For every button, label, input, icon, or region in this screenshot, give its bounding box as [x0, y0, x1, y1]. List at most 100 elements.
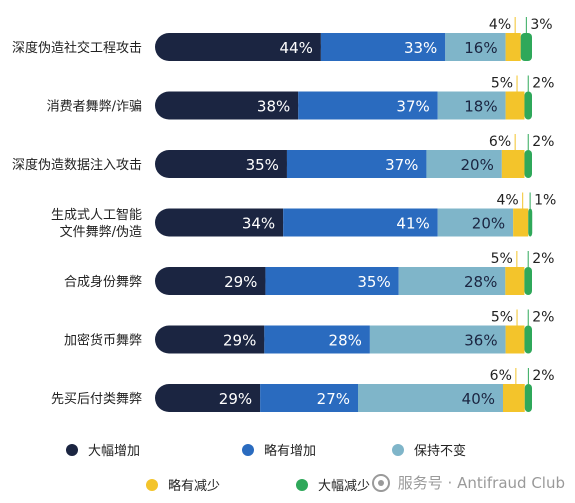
- bar-sig-decrease: [524, 91, 532, 120]
- bar-slight-increase: [283, 208, 438, 237]
- value-label-unchanged: 36%: [464, 332, 497, 350]
- legend-swatch: [146, 478, 158, 491]
- value-label-unchanged: 18%: [464, 98, 497, 116]
- bar-unchanged: [369, 325, 506, 354]
- value-label-unchanged: 20%: [472, 215, 505, 233]
- value-label-slight-increase: 27%: [317, 390, 350, 408]
- bar-sig-increase-fill: [169, 150, 287, 178]
- bar-sig-decrease: [524, 150, 532, 178]
- bar-slight-increase: [286, 150, 427, 178]
- bar-row: 29% 28% 36% 5% 2%: [155, 309, 554, 354]
- value-label-slight-increase: 41%: [396, 215, 429, 233]
- legend-swatch: [242, 443, 254, 456]
- bar-sig-decrease: [524, 384, 532, 412]
- legend-item-slight-increase: 略有增加: [242, 440, 316, 459]
- bar-slight-decrease: [501, 150, 525, 178]
- bar-sig-decrease: [524, 267, 532, 295]
- legend-swatch: [296, 478, 308, 491]
- bar-unchanged: [426, 150, 502, 178]
- value-label-unchanged: 16%: [464, 39, 497, 57]
- value-label-unchanged: 40%: [462, 390, 495, 408]
- value-label-slight-decrease: 4%: [489, 17, 511, 33]
- value-label-sig-decrease: 3%: [530, 17, 552, 33]
- value-label-sig-decrease: 2%: [532, 310, 554, 326]
- bar-unchanged: [398, 267, 506, 295]
- bar-sig-increase-fill: [169, 384, 261, 412]
- value-label-unchanged: 20%: [460, 156, 493, 174]
- bar-row: 35% 37% 20% 6% 2%: [155, 134, 554, 178]
- bar-slight-increase: [260, 384, 358, 412]
- bar-slight-decrease: [503, 384, 525, 412]
- value-label-sig-decrease: 1%: [534, 193, 556, 209]
- value-label-slight-decrease: 4%: [496, 193, 518, 209]
- watermark: 服务号 · Antifraud Club: [371, 472, 565, 493]
- bar-row: 44% 33% 16% 4% 3%: [155, 17, 553, 61]
- bar-unchanged: [445, 33, 506, 61]
- value-label-sig-increase: 35%: [246, 156, 279, 174]
- value-label-slight-decrease: 6%: [489, 134, 511, 150]
- category-label: 合成身份舞弊: [64, 274, 142, 290]
- bar-slight-increase: [265, 267, 399, 295]
- bar-sig-decrease: [524, 325, 532, 354]
- category-label: 先买后付类舞弊: [51, 391, 142, 407]
- bar-slight-decrease: [513, 208, 529, 237]
- bar-row: 38% 37% 18% 5% 2%: [155, 75, 554, 120]
- value-label-slight-decrease: 6%: [490, 368, 512, 384]
- bar-row: 29% 27% 40% 6% 2%: [155, 368, 555, 412]
- value-label-sig-increase: 29%: [219, 390, 252, 408]
- legend-label: 略有减少: [168, 479, 221, 494]
- bar-slight-decrease: [505, 91, 525, 120]
- value-label-sig-increase: 38%: [257, 98, 290, 116]
- bar-unchanged: [358, 384, 503, 412]
- legend-swatch: [66, 443, 78, 456]
- value-label-slight-decrease: 5%: [491, 310, 513, 326]
- value-label-sig-decrease: 2%: [532, 76, 554, 92]
- bar-sig-increase-fill: [169, 208, 284, 237]
- bar-sig-increase-fill: [169, 33, 321, 61]
- category-label: 生成式人工智能文件舞弊/伪造: [51, 208, 142, 240]
- watermark-text: 服务号 · Antifraud Club: [397, 474, 565, 492]
- value-label-slight-increase: 37%: [396, 98, 429, 116]
- bar-slight-decrease: [505, 33, 521, 61]
- stacked-bar-chart: 深度伪造社交工程攻击 44% 33% 16% 4% 3% 消费者舞弊/诈骗 38% 37% 18%…: [12, 17, 556, 412]
- legend-label: 略有增加: [264, 444, 317, 459]
- legend-label: 保持不变: [414, 444, 467, 459]
- category-label: 深度伪造数据注入攻击: [12, 157, 142, 173]
- value-label-slight-decrease: 5%: [491, 76, 513, 92]
- bar-sig-decrease: [528, 208, 533, 237]
- bar-slight-increase: [298, 91, 438, 120]
- legend-item-sig-decrease: 大幅减少: [296, 475, 370, 494]
- wechat-icon: [371, 473, 390, 492]
- category-label: 深度伪造社交工程攻击: [12, 40, 142, 56]
- value-label-slight-increase: 28%: [329, 332, 362, 350]
- bar-sig-decrease: [520, 33, 532, 61]
- bar-row: 34% 41% 20% 4% 1%: [155, 192, 556, 237]
- value-label-slight-increase: 33%: [404, 39, 437, 57]
- value-label-sig-increase: 44%: [280, 39, 313, 57]
- bar-slight-increase: [264, 325, 370, 354]
- bar-slight-decrease: [505, 325, 525, 354]
- value-label-sig-increase: 29%: [224, 273, 257, 291]
- bar-sig-increase-fill: [169, 91, 299, 120]
- bar-sig-increase-fill: [169, 325, 265, 354]
- category-label: 消费者舞弊/诈骗: [47, 99, 142, 115]
- category-label: 加密货币舞弊: [64, 333, 142, 349]
- legend-swatch: [392, 443, 404, 456]
- bar-sig-increase-fill: [169, 267, 266, 295]
- value-label-slight-increase: 35%: [357, 273, 390, 291]
- legend-item-slight-decrease: 略有减少: [146, 475, 220, 494]
- value-label-slight-decrease: 5%: [491, 251, 513, 267]
- value-label-sig-increase: 34%: [242, 215, 275, 233]
- legend-label: 大幅减少: [318, 479, 371, 494]
- bar-slight-increase: [320, 33, 446, 61]
- value-label-slight-increase: 37%: [385, 156, 418, 174]
- value-label-sig-increase: 29%: [223, 332, 256, 350]
- value-label-sig-decrease: 2%: [532, 368, 554, 384]
- bar-unchanged: [437, 208, 514, 237]
- value-label-sig-decrease: 2%: [532, 134, 554, 150]
- legend-label: 大幅增加: [88, 444, 141, 459]
- bar-row: 29% 35% 28% 5% 2%: [155, 251, 554, 295]
- legend-item-sig-increase: 大幅增加: [66, 440, 140, 459]
- value-label-sig-decrease: 2%: [532, 251, 554, 267]
- legend-item-unchanged: 保持不变: [392, 440, 466, 459]
